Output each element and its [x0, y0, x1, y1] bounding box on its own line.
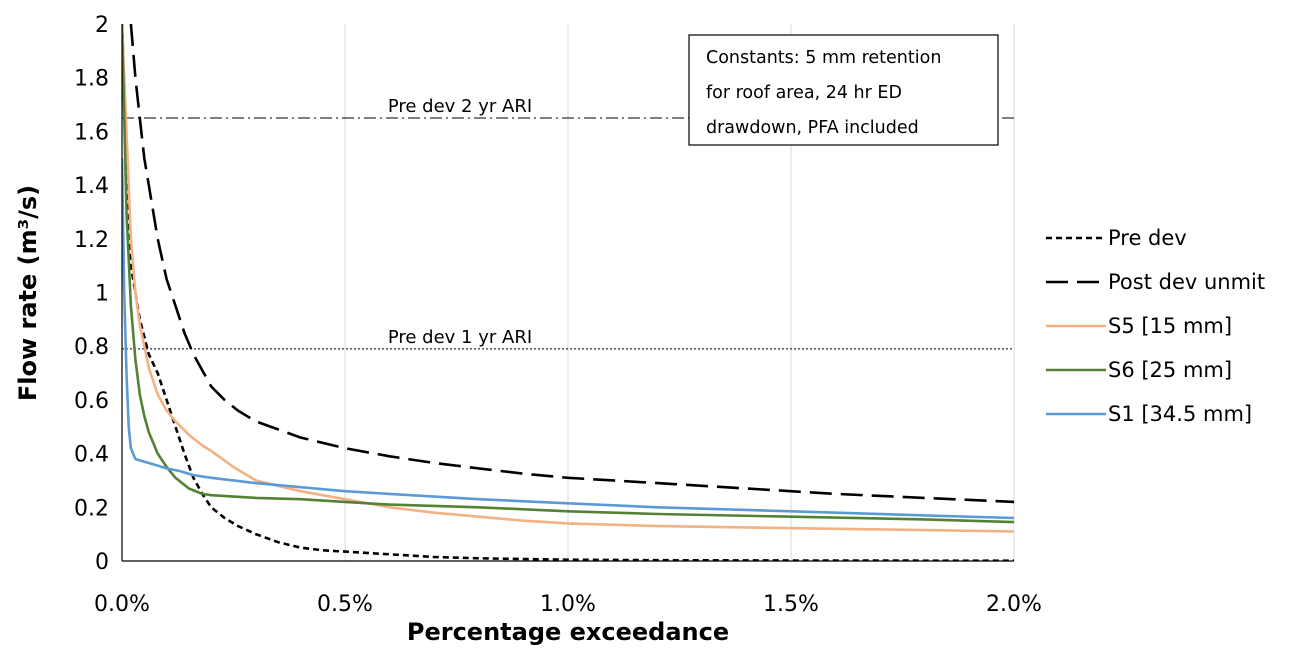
y-tick-label: 1.4 — [74, 174, 109, 199]
y-tick-label: 1.2 — [74, 228, 109, 253]
y-tick-label: 0.6 — [74, 389, 109, 414]
legend-label: S1 [34.5 mm] — [1108, 402, 1252, 426]
y-tick-label: 2 — [95, 13, 109, 38]
x-tick-label: 2.0% — [986, 592, 1042, 617]
y-tick-label: 0 — [95, 550, 109, 575]
annotation-box-frame — [688, 34, 999, 146]
y-tick-label: 1.8 — [74, 67, 109, 92]
annotation-line-2: for roof area, 24 hr ED — [706, 83, 902, 103]
y-tick-label: 0.4 — [74, 443, 109, 468]
legend-label: S6 [25 mm] — [1108, 358, 1232, 382]
annotation-box: Constants: 5 mm retention for roof area,… — [688, 34, 999, 146]
legend-label: Pre dev — [1108, 226, 1187, 250]
reference-line-label: Pre dev 2 yr ARI — [388, 96, 532, 117]
reference-line-label: Pre dev 1 yr ARI — [388, 327, 532, 348]
annotation-line-1: Constants: 5 mm retention — [706, 48, 941, 68]
tick-labels: 0 0.2 0.4 0.6 0.8 1 1.2 1.4 1.6 1.8 2 0.0% 0.5% 1.0% 1… — [74, 13, 1042, 617]
series-line — [122, 158, 1014, 520]
legend-label: Post dev unmit — [1108, 270, 1265, 294]
x-tick-label: 1.5% — [763, 592, 819, 617]
reference-lines: Pre dev 2 yr ARI Pre dev 1 yr ARI — [122, 96, 1014, 350]
x-axis-title: Percentage exceedance — [407, 618, 729, 646]
legend-label: S5 [15 mm] — [1108, 314, 1232, 338]
x-tick-label: 0.5% — [317, 592, 373, 617]
x-tick-label: 1.0% — [540, 592, 596, 617]
series-lines — [122, 23, 1014, 561]
y-tick-label: 0.8 — [74, 335, 109, 360]
y-tick-label: 1.6 — [74, 120, 109, 145]
y-tick-label: 0.2 — [74, 496, 109, 521]
y-tick-label: 1 — [95, 282, 109, 307]
x-tick-label: 0.0% — [94, 592, 150, 617]
axes — [121, 24, 1014, 562]
series-line — [129, 23, 1014, 504]
legend: Pre dev Post dev unmit S5 [15 mm] S6 [25 mm… — [1046, 226, 1265, 426]
y-axis-title: Flow rate (m³/s) — [14, 185, 42, 401]
series-line — [122, 23, 1014, 524]
series-line — [122, 23, 1014, 561]
series-line — [122, 23, 1014, 533]
annotation-line-3: drawdown, PFA included — [706, 118, 919, 138]
